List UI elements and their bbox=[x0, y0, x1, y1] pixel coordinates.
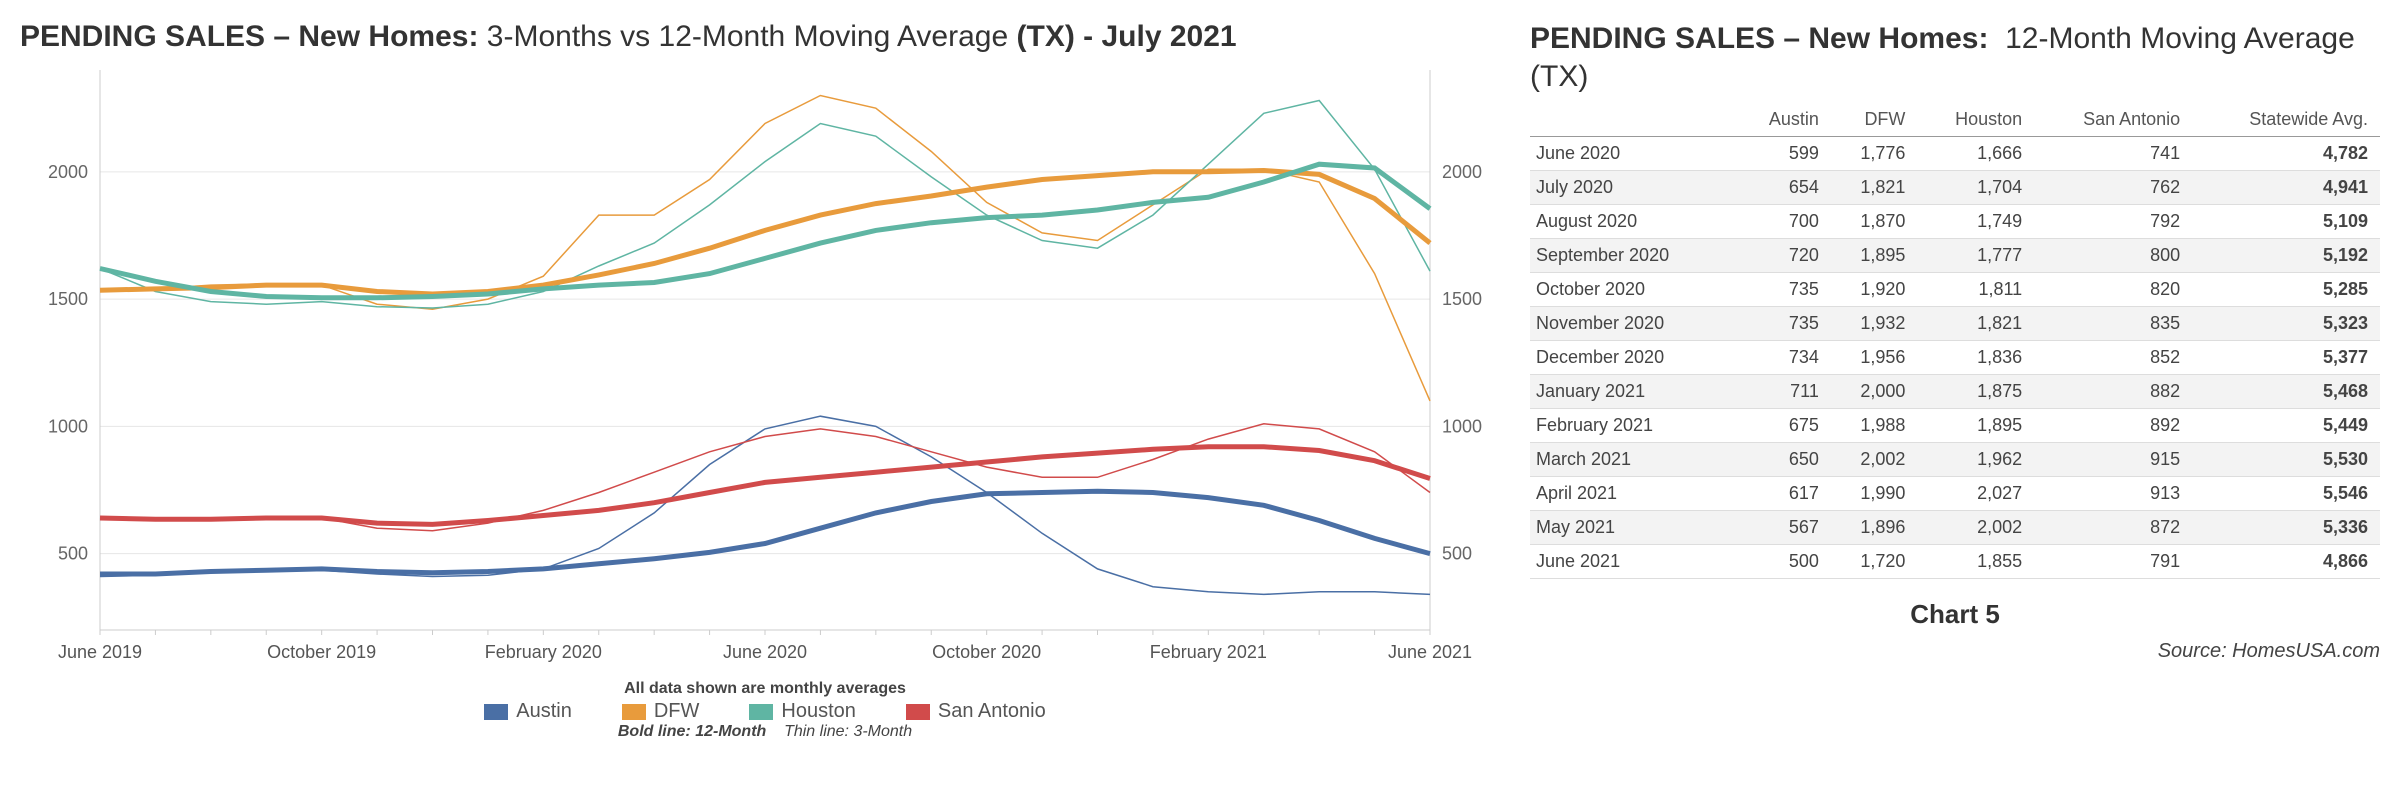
table-row: December 20207341,9561,8368525,377 bbox=[1530, 341, 2380, 375]
svg-text:October 2020: October 2020 bbox=[932, 642, 1041, 662]
table-row: June 20205991,7761,6667414,782 bbox=[1530, 137, 2380, 171]
svg-text:June 2019: June 2019 bbox=[58, 642, 142, 662]
table-row: April 20216171,9902,0279135,546 bbox=[1530, 477, 2380, 511]
table-row: January 20217112,0001,8758825,468 bbox=[1530, 375, 2380, 409]
table-row: February 20216751,9881,8958925,449 bbox=[1530, 409, 2380, 443]
table-row: June 20215001,7201,8557914,866 bbox=[1530, 545, 2380, 579]
col-header: Houston bbox=[1917, 103, 2034, 137]
line-3mo-dfw bbox=[100, 96, 1430, 401]
svg-text:1500: 1500 bbox=[48, 289, 88, 309]
source-label: Source: HomesUSA.com bbox=[1530, 640, 2380, 663]
legend-item-dfw: DFW bbox=[622, 700, 700, 723]
svg-text:June 2021: June 2021 bbox=[1388, 642, 1472, 662]
line-chart: 500 500 1000 1000 1500 1500 2000 2000 June 2019 O… bbox=[20, 60, 1510, 680]
data-table: AustinDFWHoustonSan AntonioStatewide Avg… bbox=[1530, 103, 2380, 579]
chart-caption-2: Bold line: 12-Month Thin line: 3-Month bbox=[20, 723, 1510, 741]
svg-text:October 2019: October 2019 bbox=[267, 642, 376, 662]
table-row: September 20207201,8951,7778005,192 bbox=[1530, 239, 2380, 273]
svg-text:2000: 2000 bbox=[48, 162, 88, 182]
col-header: Austin bbox=[1737, 103, 1830, 137]
svg-text:February 2020: February 2020 bbox=[485, 642, 602, 662]
table-row: July 20206541,8211,7047624,941 bbox=[1530, 171, 2380, 205]
col-header: San Antonio bbox=[2034, 103, 2192, 137]
line-3mo-san_antonio bbox=[100, 424, 1430, 531]
table-title: PENDING SALES – New Homes: 12-Month Movi… bbox=[1530, 20, 2380, 95]
svg-text:June 2020: June 2020 bbox=[723, 642, 807, 662]
legend-swatch-houston bbox=[749, 704, 773, 720]
svg-text:1000: 1000 bbox=[1442, 416, 1482, 436]
col-header: DFW bbox=[1831, 103, 1918, 137]
legend-swatch-austin bbox=[484, 704, 508, 720]
table-row: October 20207351,9201,8118205,285 bbox=[1530, 273, 2380, 307]
legend-swatch-dfw bbox=[622, 704, 646, 720]
chart-legend: Austin DFW Houston San Antonio bbox=[20, 700, 1510, 723]
svg-text:1500: 1500 bbox=[1442, 289, 1482, 309]
line-12mo-san_antonio bbox=[100, 447, 1430, 525]
legend-item-san_antonio: San Antonio bbox=[906, 700, 1046, 723]
line-12mo-austin bbox=[100, 491, 1430, 574]
chart-caption-1: All data shown are monthly averages bbox=[20, 680, 1510, 698]
table-row: November 20207351,9321,8218355,323 bbox=[1530, 307, 2380, 341]
svg-text:2000: 2000 bbox=[1442, 162, 1482, 182]
chart-number-label: Chart 5 bbox=[1530, 599, 2380, 630]
line-3mo-houston bbox=[100, 101, 1430, 309]
svg-text:February 2021: February 2021 bbox=[1150, 642, 1267, 662]
legend-item-houston: Houston bbox=[749, 700, 856, 723]
table-row: March 20216502,0021,9629155,530 bbox=[1530, 443, 2380, 477]
svg-text:500: 500 bbox=[58, 544, 88, 564]
table-row: August 20207001,8701,7497925,109 bbox=[1530, 205, 2380, 239]
chart-title: PENDING SALES – New Homes: 3-Months vs 1… bbox=[20, 20, 1510, 54]
table-row: May 20215671,8962,0028725,336 bbox=[1530, 511, 2380, 545]
col-header: Statewide Avg. bbox=[2192, 103, 2380, 137]
legend-item-austin: Austin bbox=[484, 700, 572, 723]
svg-text:500: 500 bbox=[1442, 544, 1472, 564]
legend-swatch-san_antonio bbox=[906, 704, 930, 720]
svg-text:1000: 1000 bbox=[48, 416, 88, 436]
